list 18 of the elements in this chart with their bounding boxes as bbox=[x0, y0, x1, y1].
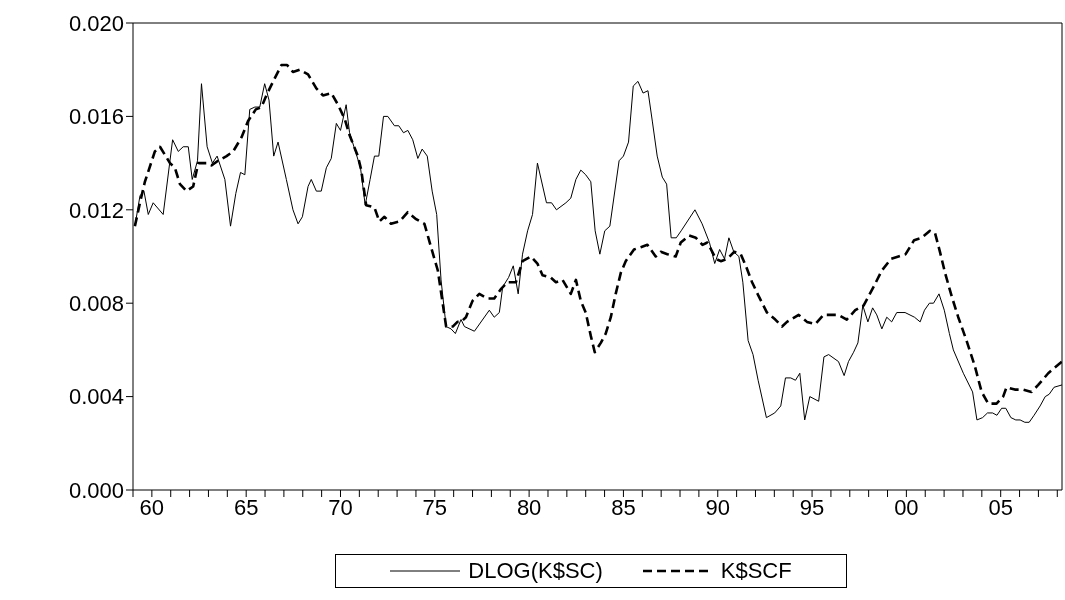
y-tick-label: 0.000 bbox=[68, 477, 124, 503]
x-tick-label: 75 bbox=[422, 494, 448, 520]
x-tick-label: 85 bbox=[611, 494, 636, 520]
y-tick-label: 0.004 bbox=[68, 384, 124, 410]
x-tick-label: 90 bbox=[705, 494, 730, 520]
x-tick-label: 80 bbox=[516, 494, 542, 520]
y-tick-label: 0.012 bbox=[68, 197, 124, 223]
y-tick-label: 0.020 bbox=[68, 10, 124, 36]
x-tick-label: 05 bbox=[988, 494, 1013, 520]
x-tick-label: 65 bbox=[233, 494, 259, 520]
legend-label: DLOG(K$SC) bbox=[468, 558, 603, 584]
y-tick-label: 0.016 bbox=[68, 104, 124, 130]
x-tick-label: 60 bbox=[139, 494, 165, 520]
legend-label: K$SCF bbox=[720, 558, 792, 584]
x-tick-label: 95 bbox=[799, 494, 825, 520]
x-tick-label: 00 bbox=[894, 494, 919, 520]
y-tick-label: 0.008 bbox=[68, 291, 124, 317]
x-tick-label: 70 bbox=[328, 494, 353, 520]
